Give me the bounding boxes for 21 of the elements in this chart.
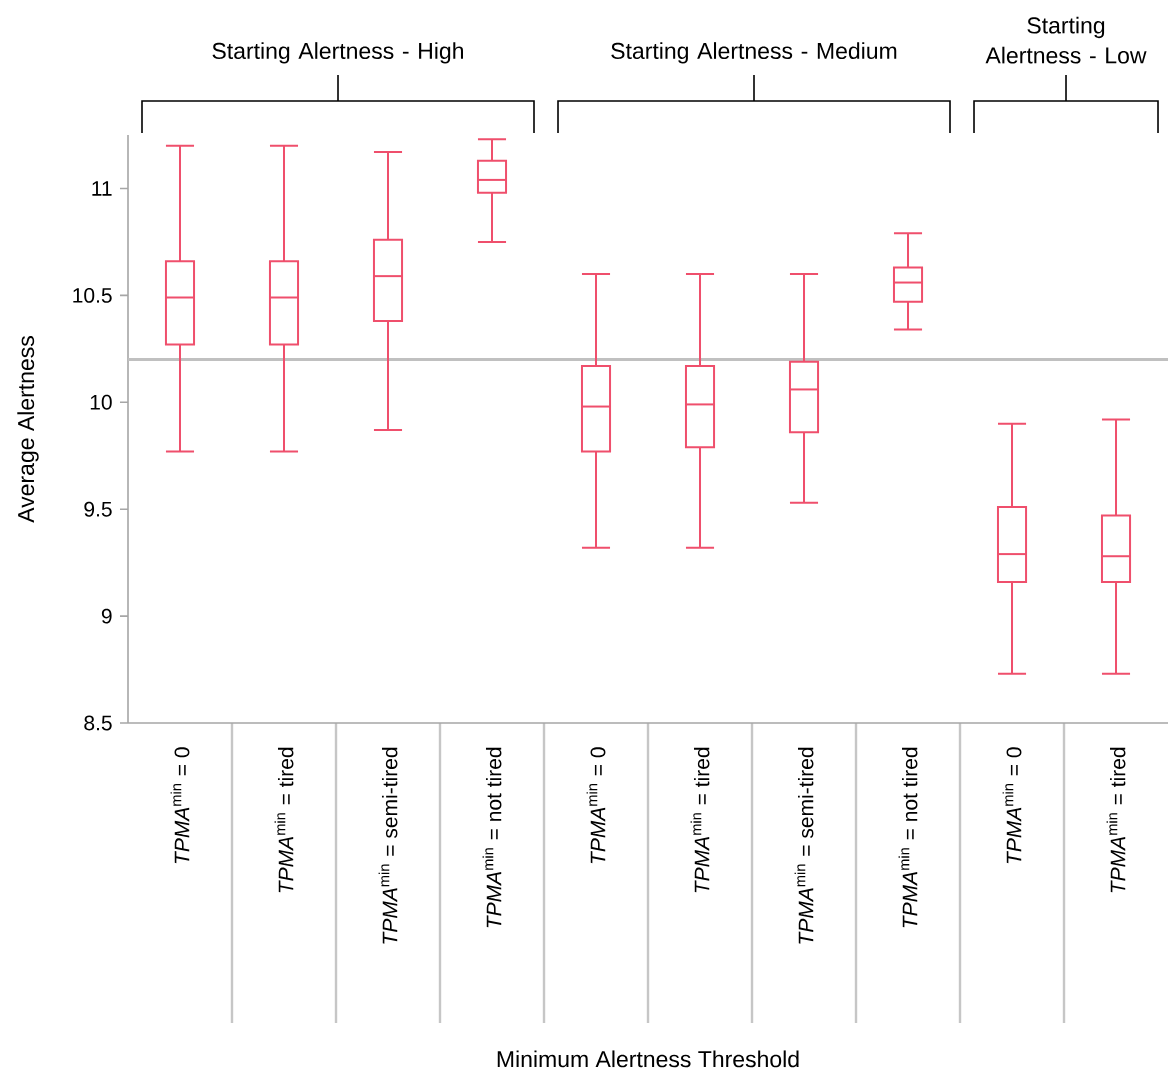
x-tick-label: TPMA$^{min}$ = 0 [1002, 747, 1022, 864]
x-tick-label: TPMA$^{min}$ = tired [1106, 747, 1126, 893]
text: Starting Alertness - High [212, 42, 463, 64]
y-tick-label: 8.5 [84, 715, 112, 731]
x-tick-label: TPMA$^{min}$ = tired [690, 747, 710, 893]
x-tick-label: TPMA$^{min}$ = semi-tired [378, 747, 398, 944]
x-tick-label: TPMA$^{min}$ = semi-tired [794, 747, 814, 944]
x-tick-label: TPMA$^{min}$ = 0 [586, 747, 606, 864]
y-tick-label: 9.5 [84, 501, 112, 517]
x-axis-title: Minimum Alertness Threshold [497, 1050, 799, 1068]
text: Starting Alertness - Medium [611, 42, 897, 64]
y-axis-title: Average Alertness [17, 336, 39, 523]
text: Starting Alertness - Low [985, 16, 1147, 64]
y-tick-label: 10 [90, 394, 112, 410]
x-tick-label: TPMA$^{min}$ = tired [274, 747, 294, 893]
y-tick-label: 9 [101, 608, 112, 624]
x-tick-label: TPMA$^{min}$ = not tired [482, 747, 502, 928]
x-tick-label: TPMA$^{min}$ = 0 [170, 747, 190, 864]
x-tick-label: TPMA$^{min}$ = not tired [898, 747, 918, 928]
y-tick-label: 10.5 [73, 287, 112, 303]
y-tick-label: 11 [92, 181, 112, 196]
